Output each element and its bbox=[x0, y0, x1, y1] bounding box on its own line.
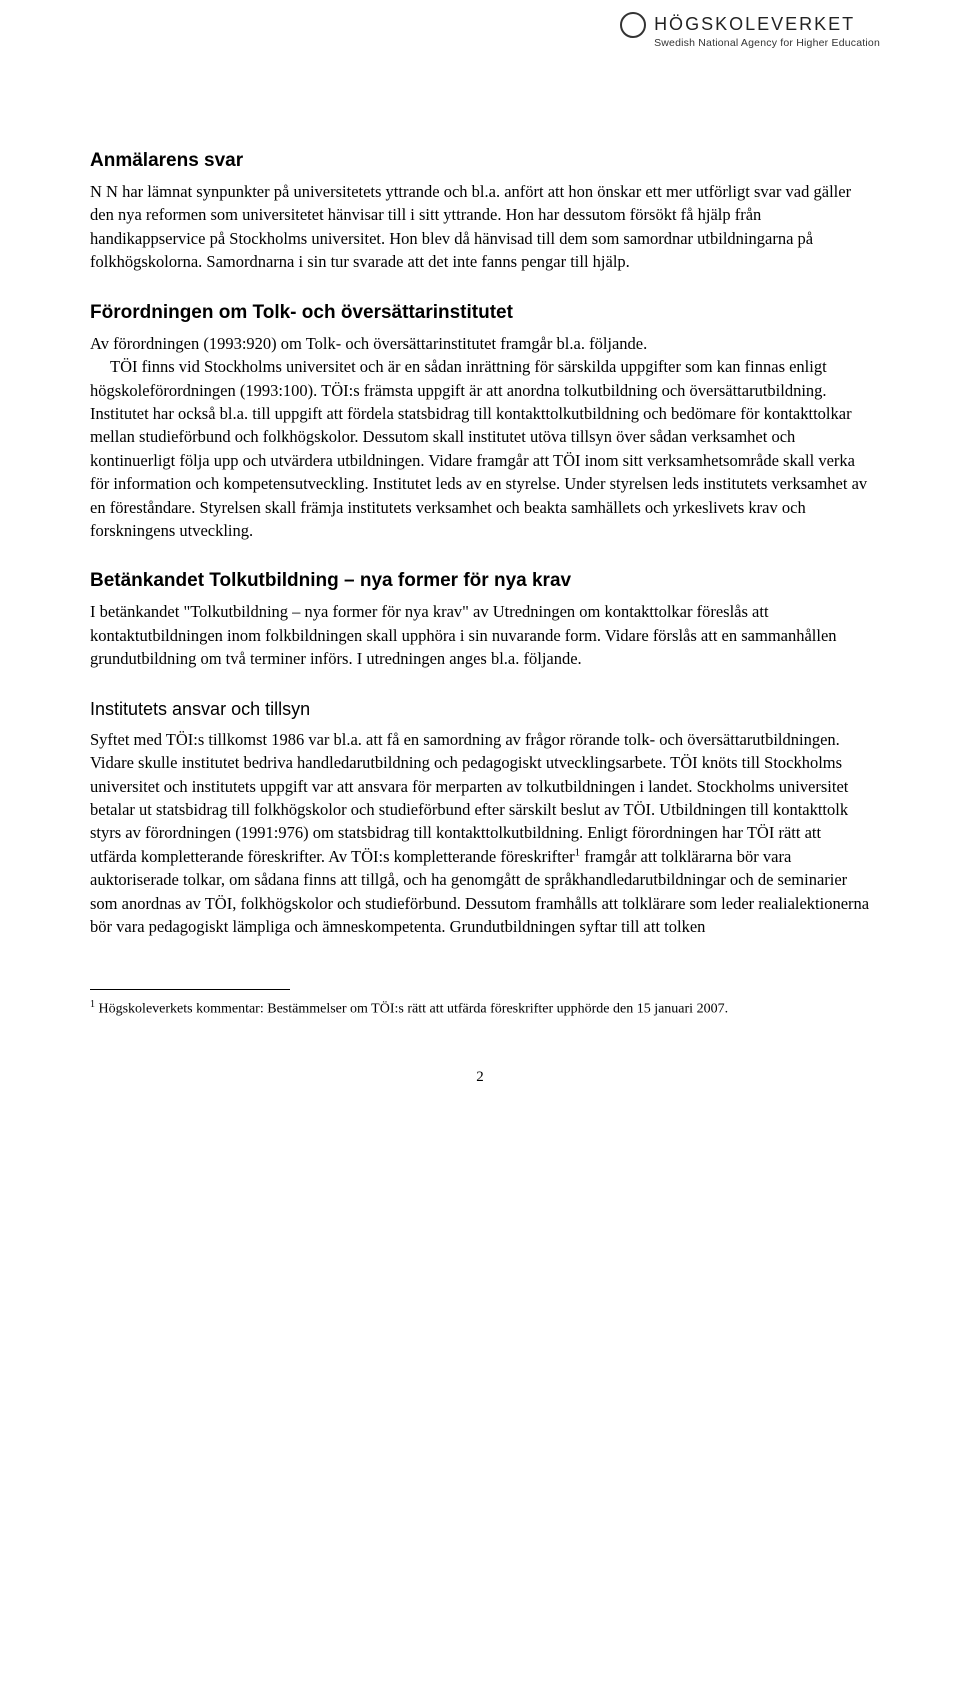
para-s3-1: I betänkandet "Tolkutbildning – nya form… bbox=[90, 600, 870, 670]
agency-logo: HÖGSKOLEVERKET Swedish National Agency f… bbox=[620, 12, 880, 50]
section-anmalarens-svar: Anmälarens svar N N har lämnat synpunkte… bbox=[90, 150, 870, 274]
page-number: 2 bbox=[90, 1069, 870, 1086]
heading-anmalarens-svar: Anmälarens svar bbox=[90, 150, 870, 172]
footnote-1: 1 Högskoleverkets kommentar: Bestämmelse… bbox=[90, 998, 870, 1019]
footnote-text-1: Högskoleverkets kommentar: Bestämmelser … bbox=[95, 1001, 728, 1016]
section-forordningen: Förordningen om Tolk- och översättarinst… bbox=[90, 302, 870, 543]
heading-forordningen: Förordningen om Tolk- och översättarinst… bbox=[90, 302, 870, 324]
logo-main-text: HÖGSKOLEVERKET bbox=[654, 15, 855, 35]
logo-subtitle: Swedish National Agency for Higher Educa… bbox=[654, 38, 880, 50]
para-s4-1: Syftet med TÖI:s tillkomst 1986 var bl.a… bbox=[90, 728, 870, 939]
para-s4-1a: Syftet med TÖI:s tillkomst 1986 var bl.a… bbox=[90, 730, 848, 866]
document-body: Anmälarens svar N N har lämnat synpunkte… bbox=[90, 150, 870, 1086]
footnote-separator bbox=[90, 989, 290, 990]
heading-institutets-ansvar: Institutets ansvar och tillsyn bbox=[90, 699, 870, 720]
section-betankandet: Betänkandet Tolkutbildning – nya former … bbox=[90, 570, 870, 670]
para-s1-1: N N har lämnat synpunkter på universitet… bbox=[90, 180, 870, 274]
para-s2-2: TÖI finns vid Stockholms universitet och… bbox=[90, 355, 870, 542]
heading-betankandet: Betänkandet Tolkutbildning – nya former … bbox=[90, 570, 870, 592]
logo-glyph-icon bbox=[620, 12, 646, 38]
section-institutets-ansvar: Institutets ansvar och tillsyn Syftet me… bbox=[90, 699, 870, 939]
para-s2-1: Av förordningen (1993:920) om Tolk- och … bbox=[90, 332, 870, 355]
logo-row: HÖGSKOLEVERKET bbox=[620, 12, 880, 38]
